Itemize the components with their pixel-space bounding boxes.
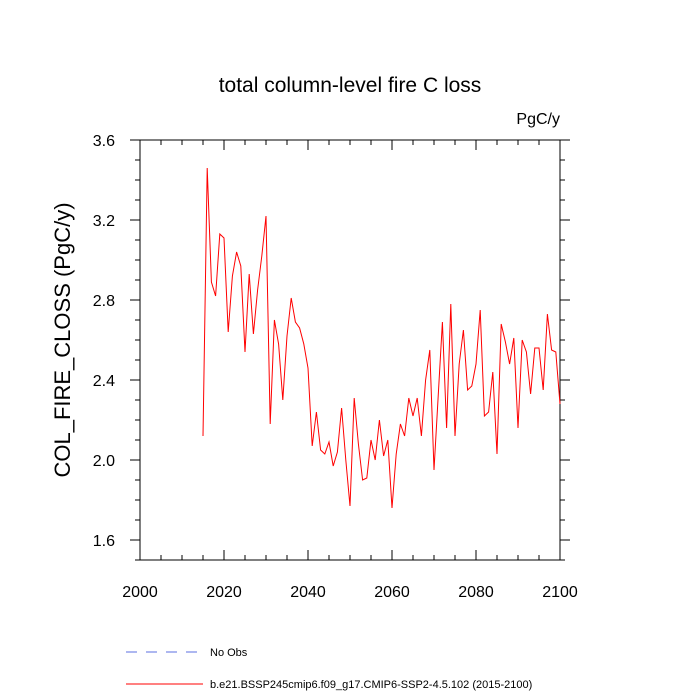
legend-label-model: b.e21.BSSP245cmip6.f09_g17.CMIP6-SSP2-4.…	[210, 679, 532, 691]
series-line	[202, 167, 561, 509]
x-tick-label: 2040	[290, 584, 326, 601]
x-tick-label: 2100	[542, 584, 578, 601]
x-tick-label: 2080	[458, 584, 494, 601]
x-tick-label: 2060	[374, 584, 410, 601]
x-axis: 2000 2020 2040 2060 2080 2100	[122, 140, 578, 601]
y-tick-label: 2.4	[93, 373, 115, 390]
x-tick-label: 2000	[122, 584, 158, 601]
chart-title: total column-level fire C loss	[219, 74, 482, 97]
series-layer	[202, 167, 561, 509]
legend: No Obs b.e21.BSSP245cmip6.f09_g17.CMIP6-…	[126, 647, 532, 691]
x-tick-label: 2020	[206, 584, 242, 601]
units-label: PgC/y	[516, 111, 560, 128]
legend-label-no-obs: No Obs	[210, 647, 248, 659]
y-tick-label: 3.2	[93, 213, 115, 230]
y-tick-label: 2.8	[93, 293, 115, 310]
y-tick-label: 3.6	[93, 133, 115, 150]
y-tick-label: 2.0	[93, 453, 115, 470]
y-tick-label: 1.6	[93, 533, 115, 550]
y-axis: 1.6 2.0 2.4 2.8 3.2 3.6	[93, 133, 570, 561]
y-axis-label: COL_FIRE_CLOSS (PgC/y)	[50, 202, 75, 477]
